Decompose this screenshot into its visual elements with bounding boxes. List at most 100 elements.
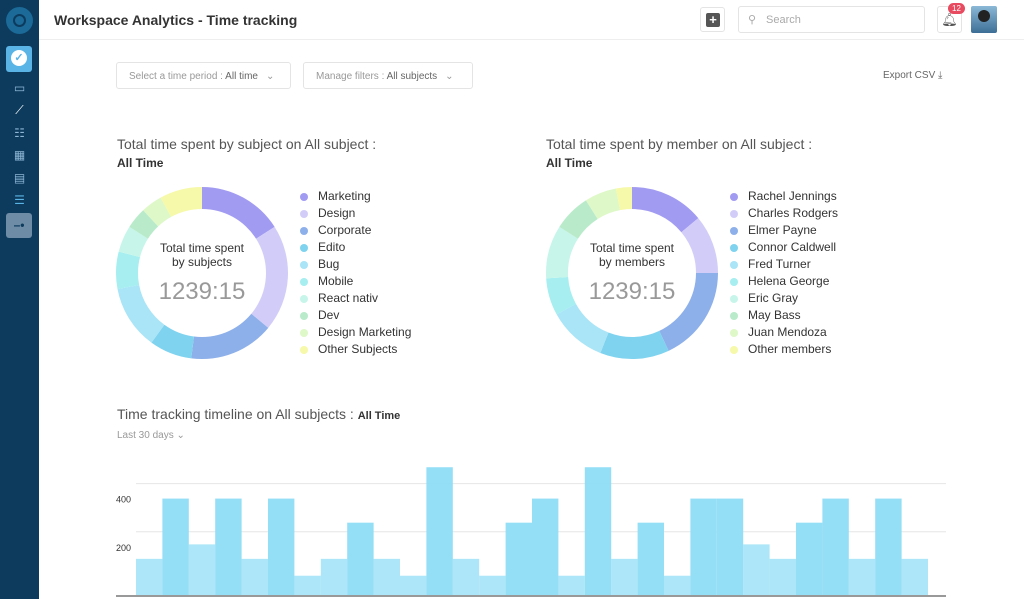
legend-dot-icon	[730, 346, 738, 354]
bar[interactable]	[796, 522, 823, 595]
donut-segment-edito	[151, 324, 194, 359]
bar[interactable]	[188, 544, 216, 595]
members-total: 1239:15	[588, 278, 676, 305]
legend-item: Design	[300, 205, 411, 222]
legend-dot-icon	[300, 261, 308, 269]
legend-label: Juan Mendoza	[748, 325, 827, 339]
checklist-icon[interactable]: ☷	[14, 126, 25, 140]
legend-dot-icon	[300, 210, 308, 218]
legend-dot-icon	[730, 295, 738, 303]
page-title: Workspace Analytics - Time tracking	[54, 12, 298, 28]
legend-label: Design	[318, 206, 356, 220]
bar[interactable]	[584, 467, 612, 595]
filters-dropdown[interactable]: Manage filters : All subjects ⌄	[303, 62, 473, 89]
bar[interactable]	[320, 558, 348, 595]
bar[interactable]	[162, 498, 189, 595]
bar[interactable]	[716, 498, 744, 595]
legend-dot-icon	[300, 227, 308, 235]
export-csv-link[interactable]: Export CSV ⤓	[883, 70, 943, 81]
donut-segment-design-marketing	[143, 197, 172, 227]
search-input[interactable]: ⚲ Search	[738, 6, 925, 33]
bar[interactable]	[690, 498, 717, 595]
timeline-bar-chart: 200 400	[116, 467, 946, 597]
bar[interactable]	[426, 467, 453, 595]
sidebar: ▭ ⟋ ☷ ▦ ▤ ☰ –•	[0, 0, 39, 599]
legend-dot-icon	[300, 329, 308, 337]
logo[interactable]	[6, 7, 33, 34]
legend-label: Bug	[318, 257, 340, 271]
chat-icon[interactable]: ▤	[13, 171, 26, 185]
bar[interactable]	[452, 558, 480, 595]
bar[interactable]	[532, 498, 559, 595]
bar[interactable]	[294, 575, 321, 595]
range-dropdown[interactable]: Last 30 days ⌄	[117, 430, 185, 441]
donut-segment-dev	[129, 210, 159, 239]
time-period-dropdown[interactable]: Select a time period : All time ⌄	[116, 62, 291, 89]
calendar-icon[interactable]: ▦	[13, 148, 26, 162]
add-button[interactable]	[700, 7, 725, 32]
bar[interactable]	[241, 558, 268, 595]
bar[interactable]	[505, 522, 532, 595]
chevron-down-icon: ⌄	[265, 71, 275, 82]
legend-item: Connor Caldwell	[730, 239, 838, 256]
donut-segment-helena-george	[546, 277, 576, 315]
list-icon[interactable]: ☰	[14, 193, 25, 207]
y-tick-label: 400	[116, 495, 131, 505]
bar[interactable]	[215, 498, 242, 595]
legend-item: Other members	[730, 341, 838, 358]
legend-label: Edito	[318, 240, 346, 254]
donut-segment-marketing	[202, 187, 275, 239]
toggle-icon[interactable]: –•	[6, 213, 32, 238]
legend-item: Charles Rodgers	[730, 205, 838, 222]
donut-segment-other-subjects	[160, 187, 202, 217]
analytics-icon[interactable]: ⟋	[15, 103, 24, 117]
legend-label: May Bass	[748, 308, 801, 322]
legend-label: Corporate	[318, 223, 372, 237]
bar[interactable]	[875, 498, 902, 595]
legend-dot-icon	[730, 261, 738, 269]
legend-label: Charles Rodgers	[748, 206, 839, 220]
subjects-donut-chart	[116, 187, 288, 359]
bar[interactable]	[743, 544, 770, 595]
bar[interactable]	[347, 522, 374, 595]
sidebar-item-time-tracking[interactable]	[6, 46, 32, 72]
subjects-legend: Marketing Design Corporate Edito Bug Mobile Re…	[300, 188, 411, 358]
avatar[interactable]	[971, 6, 997, 33]
legend-dot-icon	[300, 244, 308, 252]
members-title: Total time spent by member on All subjec…	[546, 136, 813, 152]
legend-item: Mobile	[300, 273, 411, 290]
legend-item: Bug	[300, 256, 411, 273]
legend-item: May Bass	[730, 307, 838, 324]
legend-dot-icon	[730, 210, 738, 218]
legend-label: Fred Turner	[748, 257, 811, 271]
legend-label: Helena George	[748, 274, 830, 288]
bar[interactable]	[848, 558, 876, 595]
bar[interactable]	[901, 558, 928, 595]
donut-segment-juan-mendoza	[585, 188, 621, 219]
legend-dot-icon	[730, 227, 738, 235]
legend-dot-icon	[300, 278, 308, 286]
legend-dot-icon	[300, 312, 308, 320]
legend-label: Design Marketing	[318, 325, 412, 339]
bar[interactable]	[611, 558, 638, 595]
legend-label: Eric Gray	[748, 291, 799, 305]
bar[interactable]	[479, 575, 506, 595]
bell-icon: 🔔︎	[941, 12, 958, 27]
legend-item: Other Subjects	[300, 341, 411, 358]
bar[interactable]	[268, 498, 295, 595]
donut-segment-eric-gray	[546, 226, 578, 279]
bar[interactable]	[373, 558, 400, 595]
legend-label: Rachel Jennings	[748, 189, 837, 203]
bar[interactable]	[822, 498, 849, 595]
bar[interactable]	[136, 558, 163, 595]
bar[interactable]	[769, 558, 796, 595]
legend-item: Dev	[300, 307, 411, 324]
bar[interactable]	[558, 575, 585, 595]
bar[interactable]	[664, 575, 691, 595]
bar[interactable]	[637, 522, 664, 595]
donut-segment-corporate	[191, 313, 269, 359]
members-donut-chart	[546, 187, 718, 359]
subjects-subtitle: All Time	[117, 156, 164, 170]
bar[interactable]	[400, 575, 427, 595]
document-icon[interactable]: ▭	[13, 81, 26, 95]
